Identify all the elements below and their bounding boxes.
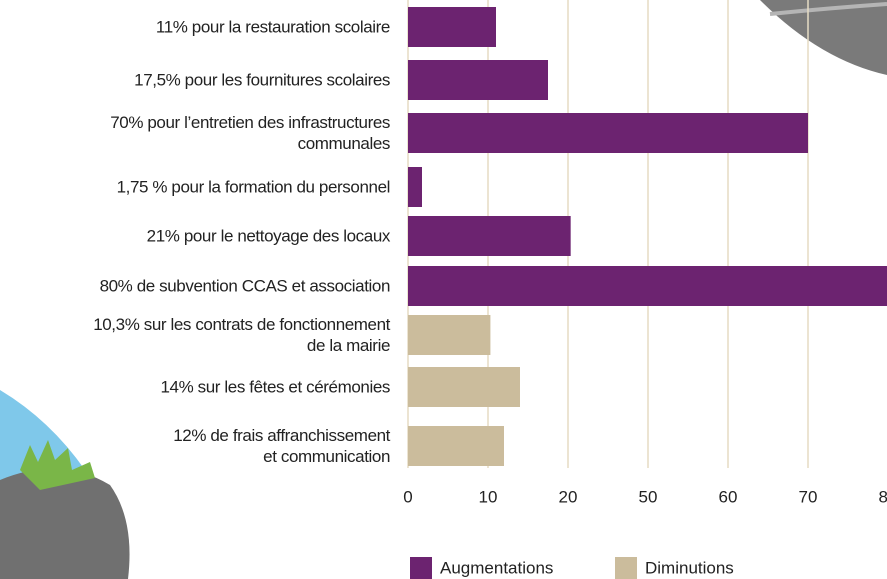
category-label: 70% pour l’entretien des infrastructures… — [0, 112, 390, 154]
x-tick-label: 80 — [879, 487, 887, 506]
category-label: 14% sur les fêtes et cérémonies — [0, 377, 390, 398]
x-tick-label: 20 — [559, 487, 578, 506]
bar — [408, 60, 548, 100]
bar — [408, 7, 496, 47]
x-tick-label: 50 — [639, 487, 658, 506]
legend-label: Augmentations — [440, 558, 553, 577]
legend-label: Diminutions — [645, 558, 734, 577]
bar — [408, 167, 422, 207]
category-label: 10,3% sur les contrats de fonctionnement… — [0, 314, 390, 356]
category-label: 80% de subvention CCAS et association — [0, 276, 390, 297]
legend-swatch — [410, 557, 432, 579]
category-label: 12% de frais affranchissement et communi… — [0, 425, 390, 467]
page: 0 10 20 50 60 70 80 Augmentations Diminutions 11… — [0, 0, 887, 579]
bar — [408, 426, 504, 466]
category-label: 21% pour le nettoyage des locaux — [0, 226, 390, 247]
category-label: 17,5% pour les fournitures scolaires — [0, 70, 390, 91]
category-label: 11% pour la restauration scolaire — [0, 17, 390, 38]
x-tick-label: 70 — [799, 487, 818, 506]
x-tick-label: 10 — [479, 487, 498, 506]
x-tick-label: 60 — [719, 487, 738, 506]
bar — [408, 266, 887, 306]
bar — [408, 315, 490, 355]
category-label: 1,75 % pour la formation du personnel — [0, 177, 390, 198]
legend-swatch — [615, 557, 637, 579]
x-tick-label: 0 — [403, 487, 412, 506]
bar — [408, 367, 520, 407]
decoration — [0, 469, 130, 579]
bar — [408, 216, 571, 256]
bar — [408, 113, 808, 153]
